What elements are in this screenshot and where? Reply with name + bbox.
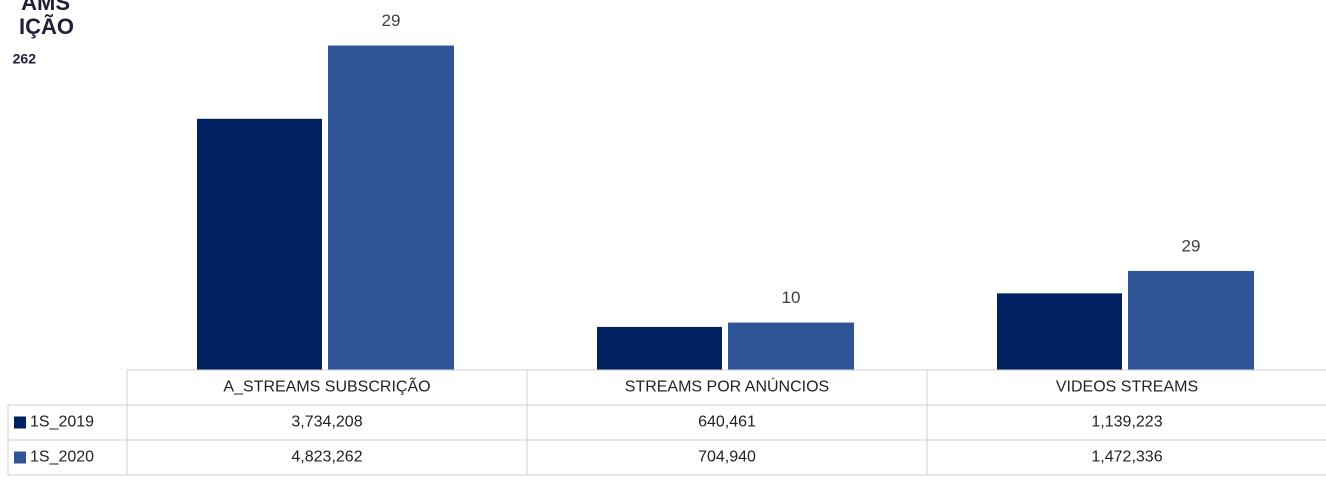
table-cell (926, 439, 1326, 476)
legend-label: 1S_2020 (30, 449, 94, 466)
table-value: 1,472,336 (1091, 449, 1162, 466)
table-value: 640,461 (698, 414, 756, 431)
legend-label: 1S_2019 (30, 414, 94, 431)
title-fragment: 262 (13, 51, 37, 67)
category-label: STREAMS POR ANÚNCIOS (625, 377, 829, 396)
data-label: 10 (782, 288, 801, 307)
bar (197, 118, 322, 370)
bar (1128, 270, 1254, 370)
table-value: 3,734,208 (291, 414, 362, 431)
bar (328, 45, 454, 371)
data-label: 29 (382, 11, 401, 30)
title-fragment: AMS (21, 0, 70, 15)
table-cell (7, 439, 128, 476)
bar (597, 326, 722, 370)
bar (728, 322, 854, 370)
table-value: 4,823,262 (291, 449, 362, 466)
table-value: 704,940 (698, 449, 756, 466)
legend-swatch (14, 416, 26, 429)
title-fragment: IÇÃO (19, 14, 74, 39)
legend-swatch (14, 451, 26, 464)
category-label: VIDEOS STREAMS (1056, 379, 1198, 396)
bar (997, 293, 1122, 370)
category-label: A_STREAMS SUBSCRIÇÃO (223, 376, 430, 396)
table-value: 1,139,223 (1091, 414, 1162, 431)
data-label: 29 (1182, 236, 1201, 255)
